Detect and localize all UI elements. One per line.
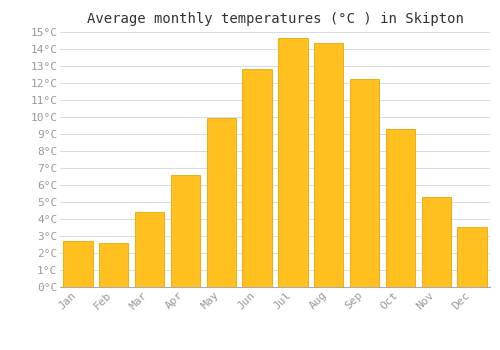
Bar bbox=[99, 243, 128, 287]
Bar bbox=[242, 69, 272, 287]
Bar bbox=[386, 128, 415, 287]
Bar bbox=[135, 212, 164, 287]
Bar bbox=[170, 175, 200, 287]
Bar bbox=[314, 43, 344, 287]
Bar bbox=[63, 241, 92, 287]
Bar bbox=[206, 118, 236, 287]
Title: Average monthly temperatures (°C ) in Skipton: Average monthly temperatures (°C ) in Sk… bbox=[86, 12, 464, 26]
Bar bbox=[422, 197, 451, 287]
Bar bbox=[458, 228, 487, 287]
Bar bbox=[278, 38, 308, 287]
Bar bbox=[350, 79, 380, 287]
